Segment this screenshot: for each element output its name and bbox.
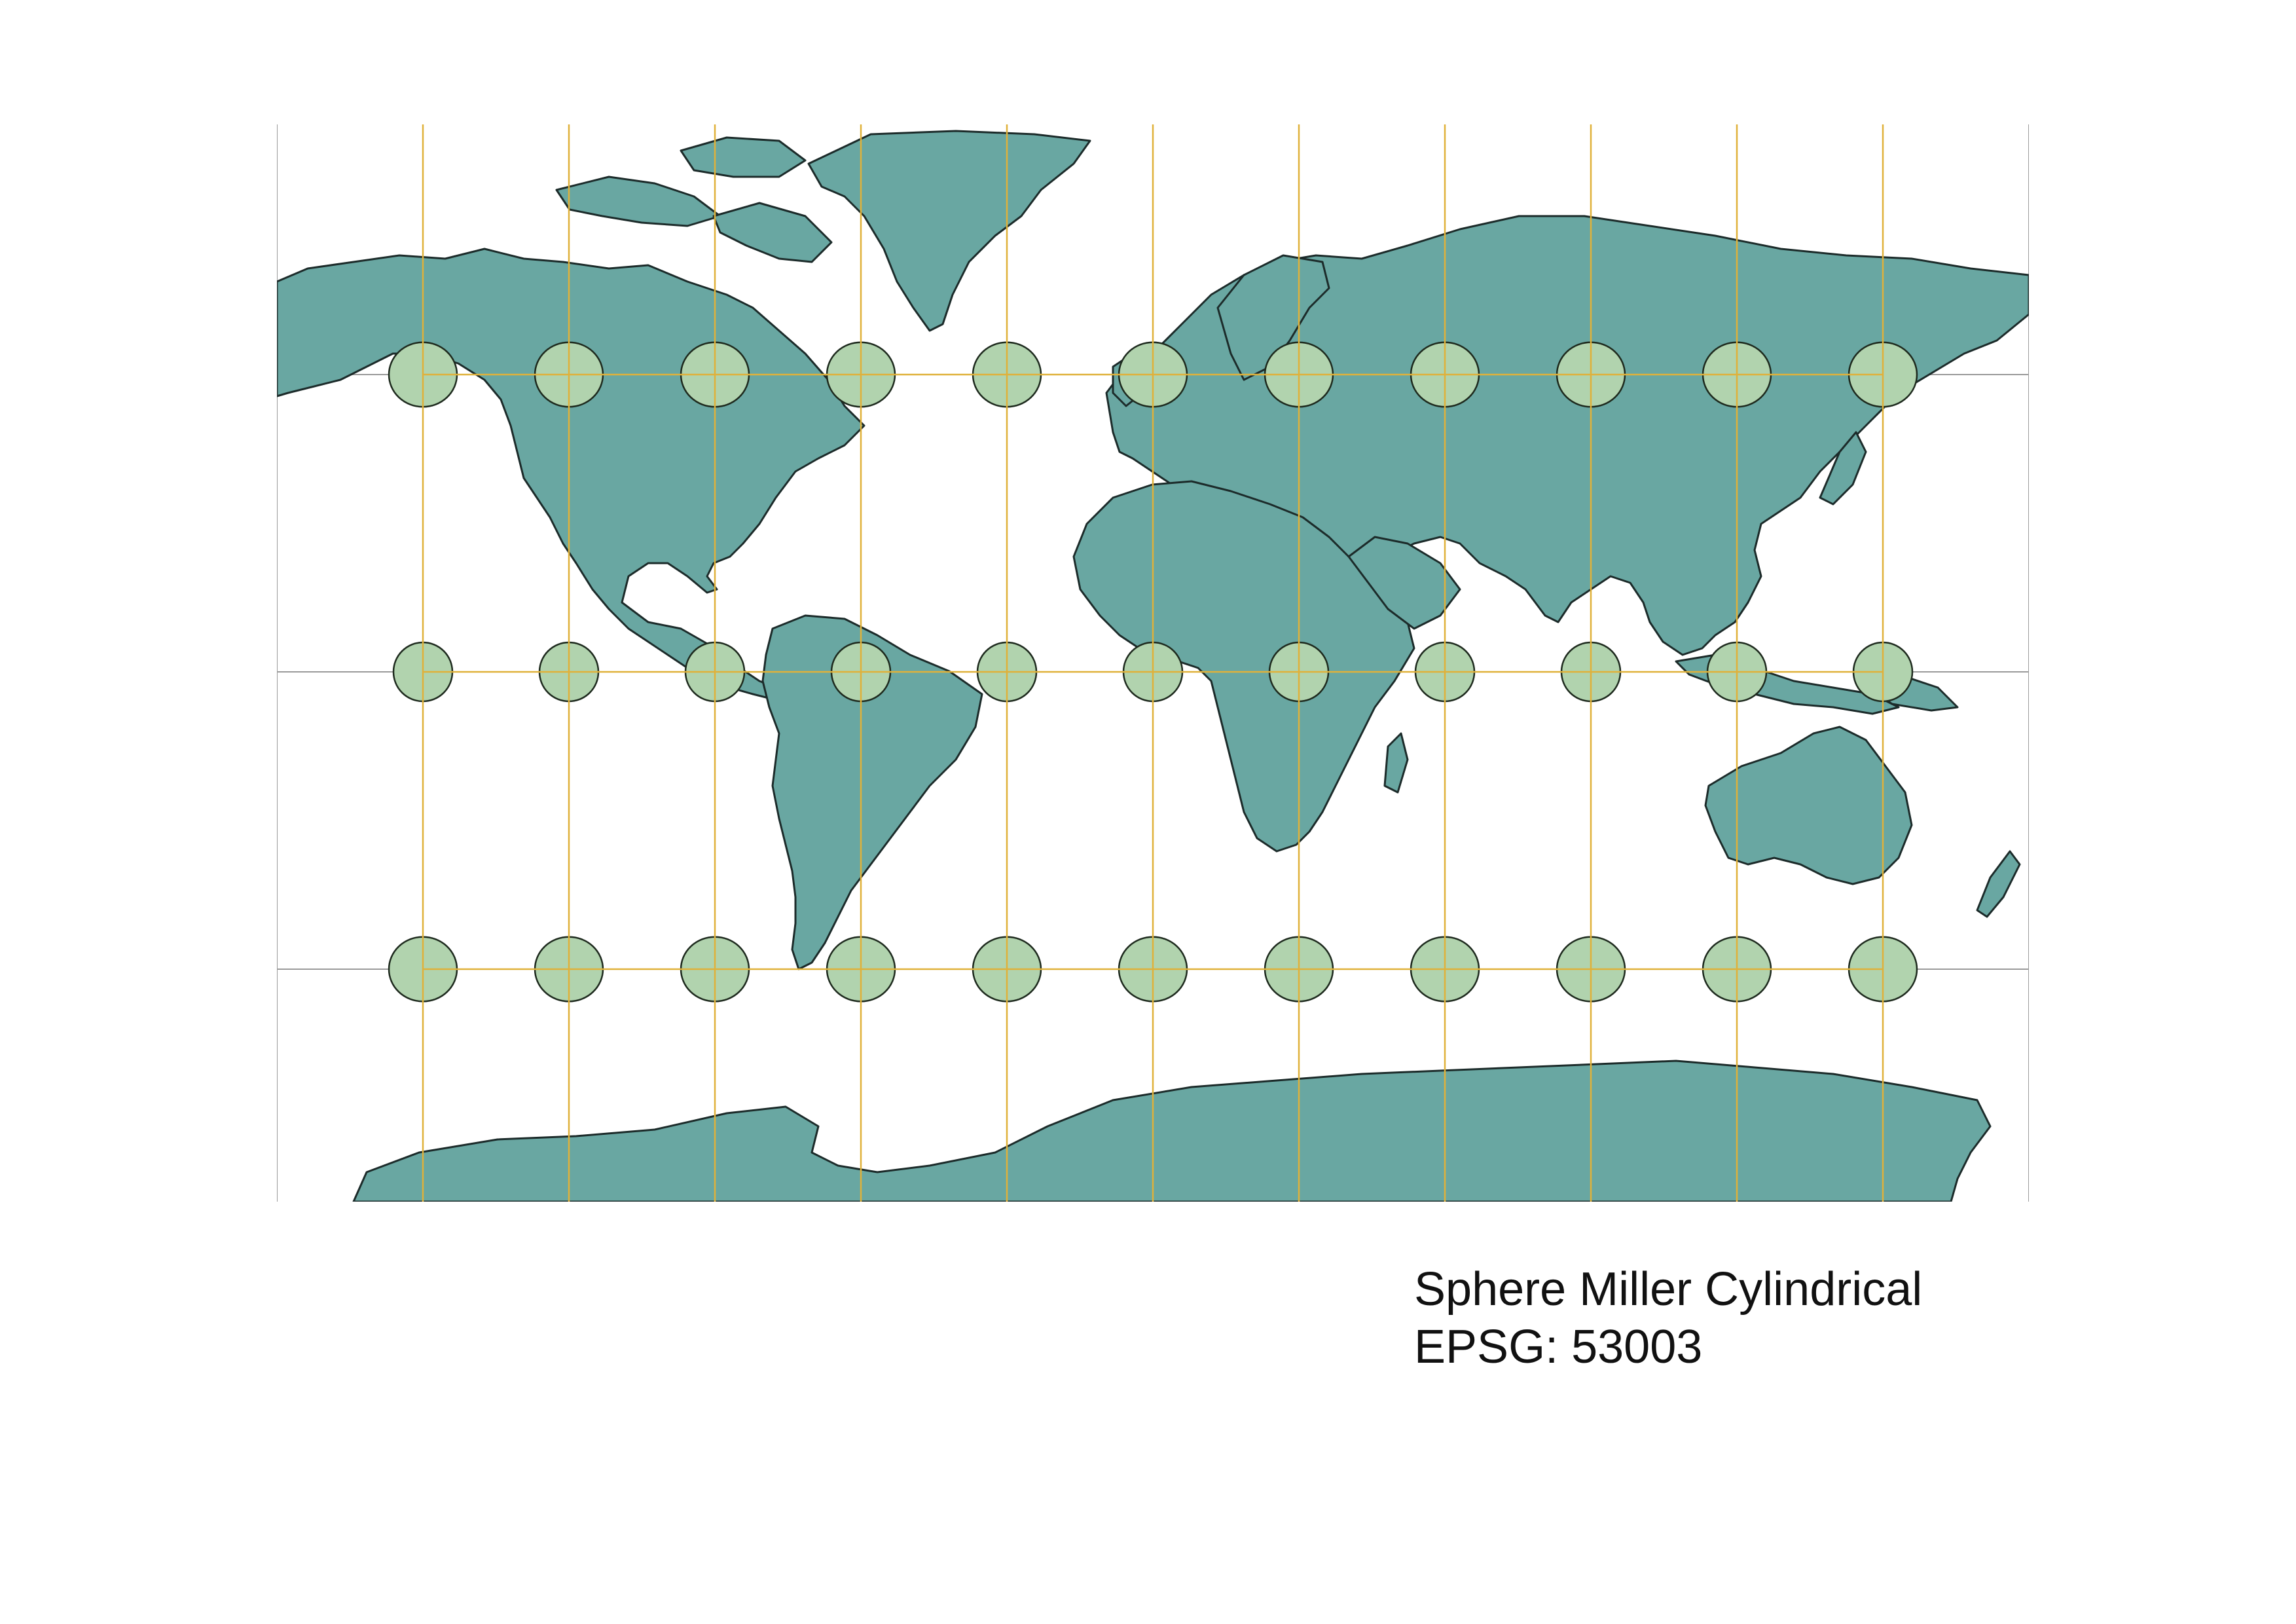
land-madagascar: [1383, 732, 1409, 794]
indicatrix-grid: [422, 124, 1884, 1202]
tissot-ellipse: [802, 0, 920, 56]
tissot-ellipse: [1240, 0, 1358, 56]
tissot-ellipse: [364, 1287, 482, 1376]
tissot-ellipse: [656, 0, 774, 56]
tissot-ellipse: [1824, 0, 1942, 56]
map-caption: Sphere Miller Cylindrical EPSG: 53003: [1414, 1261, 1922, 1376]
tissot-ellipse: [364, 0, 482, 56]
land-greenland: [807, 130, 1091, 332]
tissot-ellipse: [1678, 0, 1796, 56]
land-arabia: [1347, 536, 1461, 630]
tissot-ellipse: [1094, 0, 1212, 56]
tissot-ellipse: [510, 0, 628, 56]
tissot-ellipse: [948, 0, 1066, 56]
land-baffin: [712, 202, 833, 263]
land-arctic-islands: [555, 175, 721, 227]
landmasses: [277, 130, 2029, 1202]
land-ellesmere: [680, 136, 807, 178]
projection-name: Sphere Miller Cylindrical: [1414, 1263, 1923, 1316]
land-australia: [1704, 726, 1913, 885]
tissot-ellipse: [802, 1287, 920, 1376]
land-antarctica: [352, 1060, 1992, 1202]
tissot-ellipse: [948, 1287, 1066, 1376]
tissot-ellipse: [1386, 0, 1504, 56]
land-new-zealand: [1976, 850, 2021, 918]
tissot-ellipse: [1094, 1287, 1212, 1376]
land-japan: [1819, 431, 1867, 506]
land-scandinavia: [1216, 254, 1330, 381]
tissot-ellipse: [1532, 0, 1650, 56]
tissot-ellipse: [510, 1287, 628, 1376]
tissot-ellipse: [656, 1287, 774, 1376]
epsg-code: EPSG: 53003: [1414, 1321, 1703, 1373]
tissot-ellipse: [1240, 1287, 1358, 1376]
